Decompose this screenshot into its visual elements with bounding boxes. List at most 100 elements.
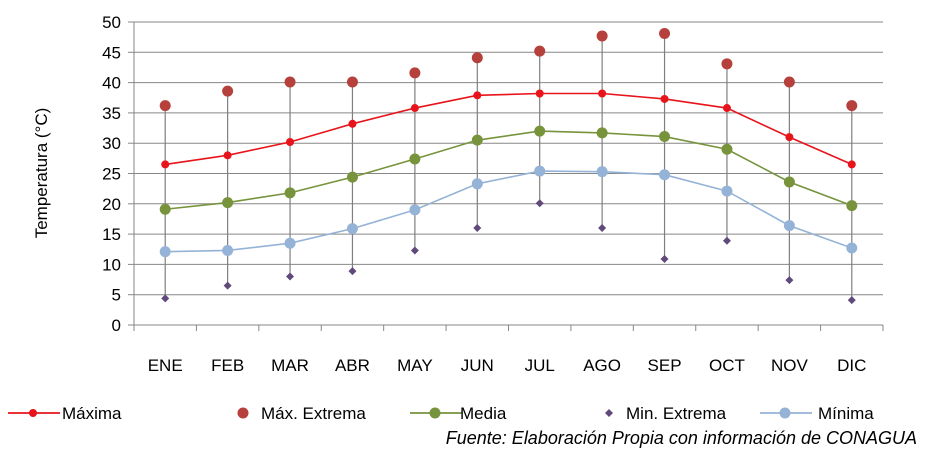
data-point [785, 276, 794, 285]
data-point [659, 169, 671, 181]
series-máx-extrema [159, 28, 858, 112]
data-point [535, 199, 544, 208]
data-point [409, 153, 421, 165]
data-point [722, 104, 731, 113]
legend-label: Mínima [818, 404, 874, 423]
series-media [159, 125, 858, 215]
series-layer [159, 28, 858, 305]
data-point [286, 137, 295, 146]
data-point [409, 204, 421, 216]
data-point [471, 52, 483, 64]
data-point [471, 178, 483, 190]
data-point [721, 143, 733, 155]
series-line [165, 92, 853, 166]
y-tick-label: 40 [102, 74, 121, 93]
legend: Máxima Máx. Extrema Media Min. Extrema Mínim… [8, 404, 874, 423]
data-point [846, 200, 858, 212]
data-point [223, 151, 232, 160]
x-tick-labels: ENE FEB MAR ABR MAY JUN JUL AGO SEP OCT NOV DIC [148, 356, 867, 375]
data-point [722, 236, 731, 245]
range-whiskers [164, 33, 853, 301]
legend-label: Máx. Extrema [261, 404, 366, 423]
data-point [534, 45, 546, 57]
data-point [847, 296, 856, 305]
data-point [222, 244, 234, 256]
y-tick-label: 25 [102, 165, 121, 184]
x-tick-label: ENE [148, 356, 183, 375]
x-tick-label: MAR [271, 356, 309, 375]
series-máxima [161, 89, 856, 169]
data-point [284, 237, 296, 249]
data-point [783, 176, 795, 188]
axes [128, 21, 884, 331]
data-point [596, 166, 608, 178]
data-point [598, 224, 607, 233]
legend-swatch-marker [29, 409, 37, 417]
data-point [473, 224, 482, 233]
data-point [785, 133, 794, 142]
data-point [534, 165, 546, 177]
data-point [598, 89, 607, 98]
y-axis-label: Temperatura (°C) [32, 108, 51, 239]
data-point [161, 160, 170, 169]
data-point [846, 100, 858, 112]
data-point [846, 242, 858, 254]
data-point [596, 127, 608, 139]
data-point [159, 246, 171, 258]
data-point [222, 85, 234, 97]
data-point [223, 281, 232, 290]
series-mínima [159, 165, 858, 258]
legend-label: Min. Extrema [626, 404, 727, 423]
x-tick-label: SEP [648, 356, 682, 375]
series-line [165, 170, 853, 253]
x-tick-label: JUN [461, 356, 494, 375]
data-point [721, 58, 733, 70]
y-tick-label: 5 [112, 286, 121, 305]
data-point [534, 125, 546, 137]
data-point [348, 267, 357, 276]
x-tick-label: AGO [583, 356, 621, 375]
x-tick-label: DIC [837, 356, 866, 375]
y-tick-label: 15 [102, 225, 121, 244]
data-point [159, 100, 171, 112]
y-tick-label: 35 [102, 104, 121, 123]
data-point [284, 187, 296, 199]
legend-item: Min. Extrema [605, 404, 727, 423]
x-tick-label: JUL [525, 356, 555, 375]
x-tick-label: OCT [709, 356, 745, 375]
data-point [660, 94, 669, 103]
data-point [659, 131, 671, 143]
data-point [473, 91, 482, 100]
data-point [535, 89, 544, 98]
data-point [659, 28, 671, 40]
y-tick-label: 30 [102, 134, 121, 153]
data-point [783, 76, 795, 88]
data-point [409, 67, 421, 79]
data-point [346, 76, 358, 88]
data-point [471, 134, 483, 146]
legend-swatch-marker [429, 407, 441, 419]
data-point [721, 185, 733, 197]
y-tick-label: 50 [102, 13, 121, 32]
legend-item: Mínima [760, 404, 874, 423]
legend-label: Máxima [62, 404, 122, 423]
legend-item: Máx. Extrema [237, 404, 366, 423]
x-tick-label: NOV [771, 356, 809, 375]
legend-item: Media [410, 404, 507, 423]
legend-label: Media [460, 404, 507, 423]
data-point [596, 30, 608, 42]
data-point [222, 197, 234, 209]
data-point [161, 294, 170, 303]
data-point [410, 104, 419, 113]
data-point [660, 254, 669, 263]
data-point [783, 220, 795, 232]
data-point [286, 272, 295, 281]
data-point [348, 119, 357, 128]
data-point [284, 76, 296, 88]
y-tick-label: 45 [102, 43, 121, 62]
gridlines [134, 21, 883, 296]
data-point [346, 223, 358, 235]
legend-item: Máxima [8, 404, 122, 423]
legend-swatch-marker [237, 407, 249, 419]
x-tick-label: MAY [397, 356, 433, 375]
